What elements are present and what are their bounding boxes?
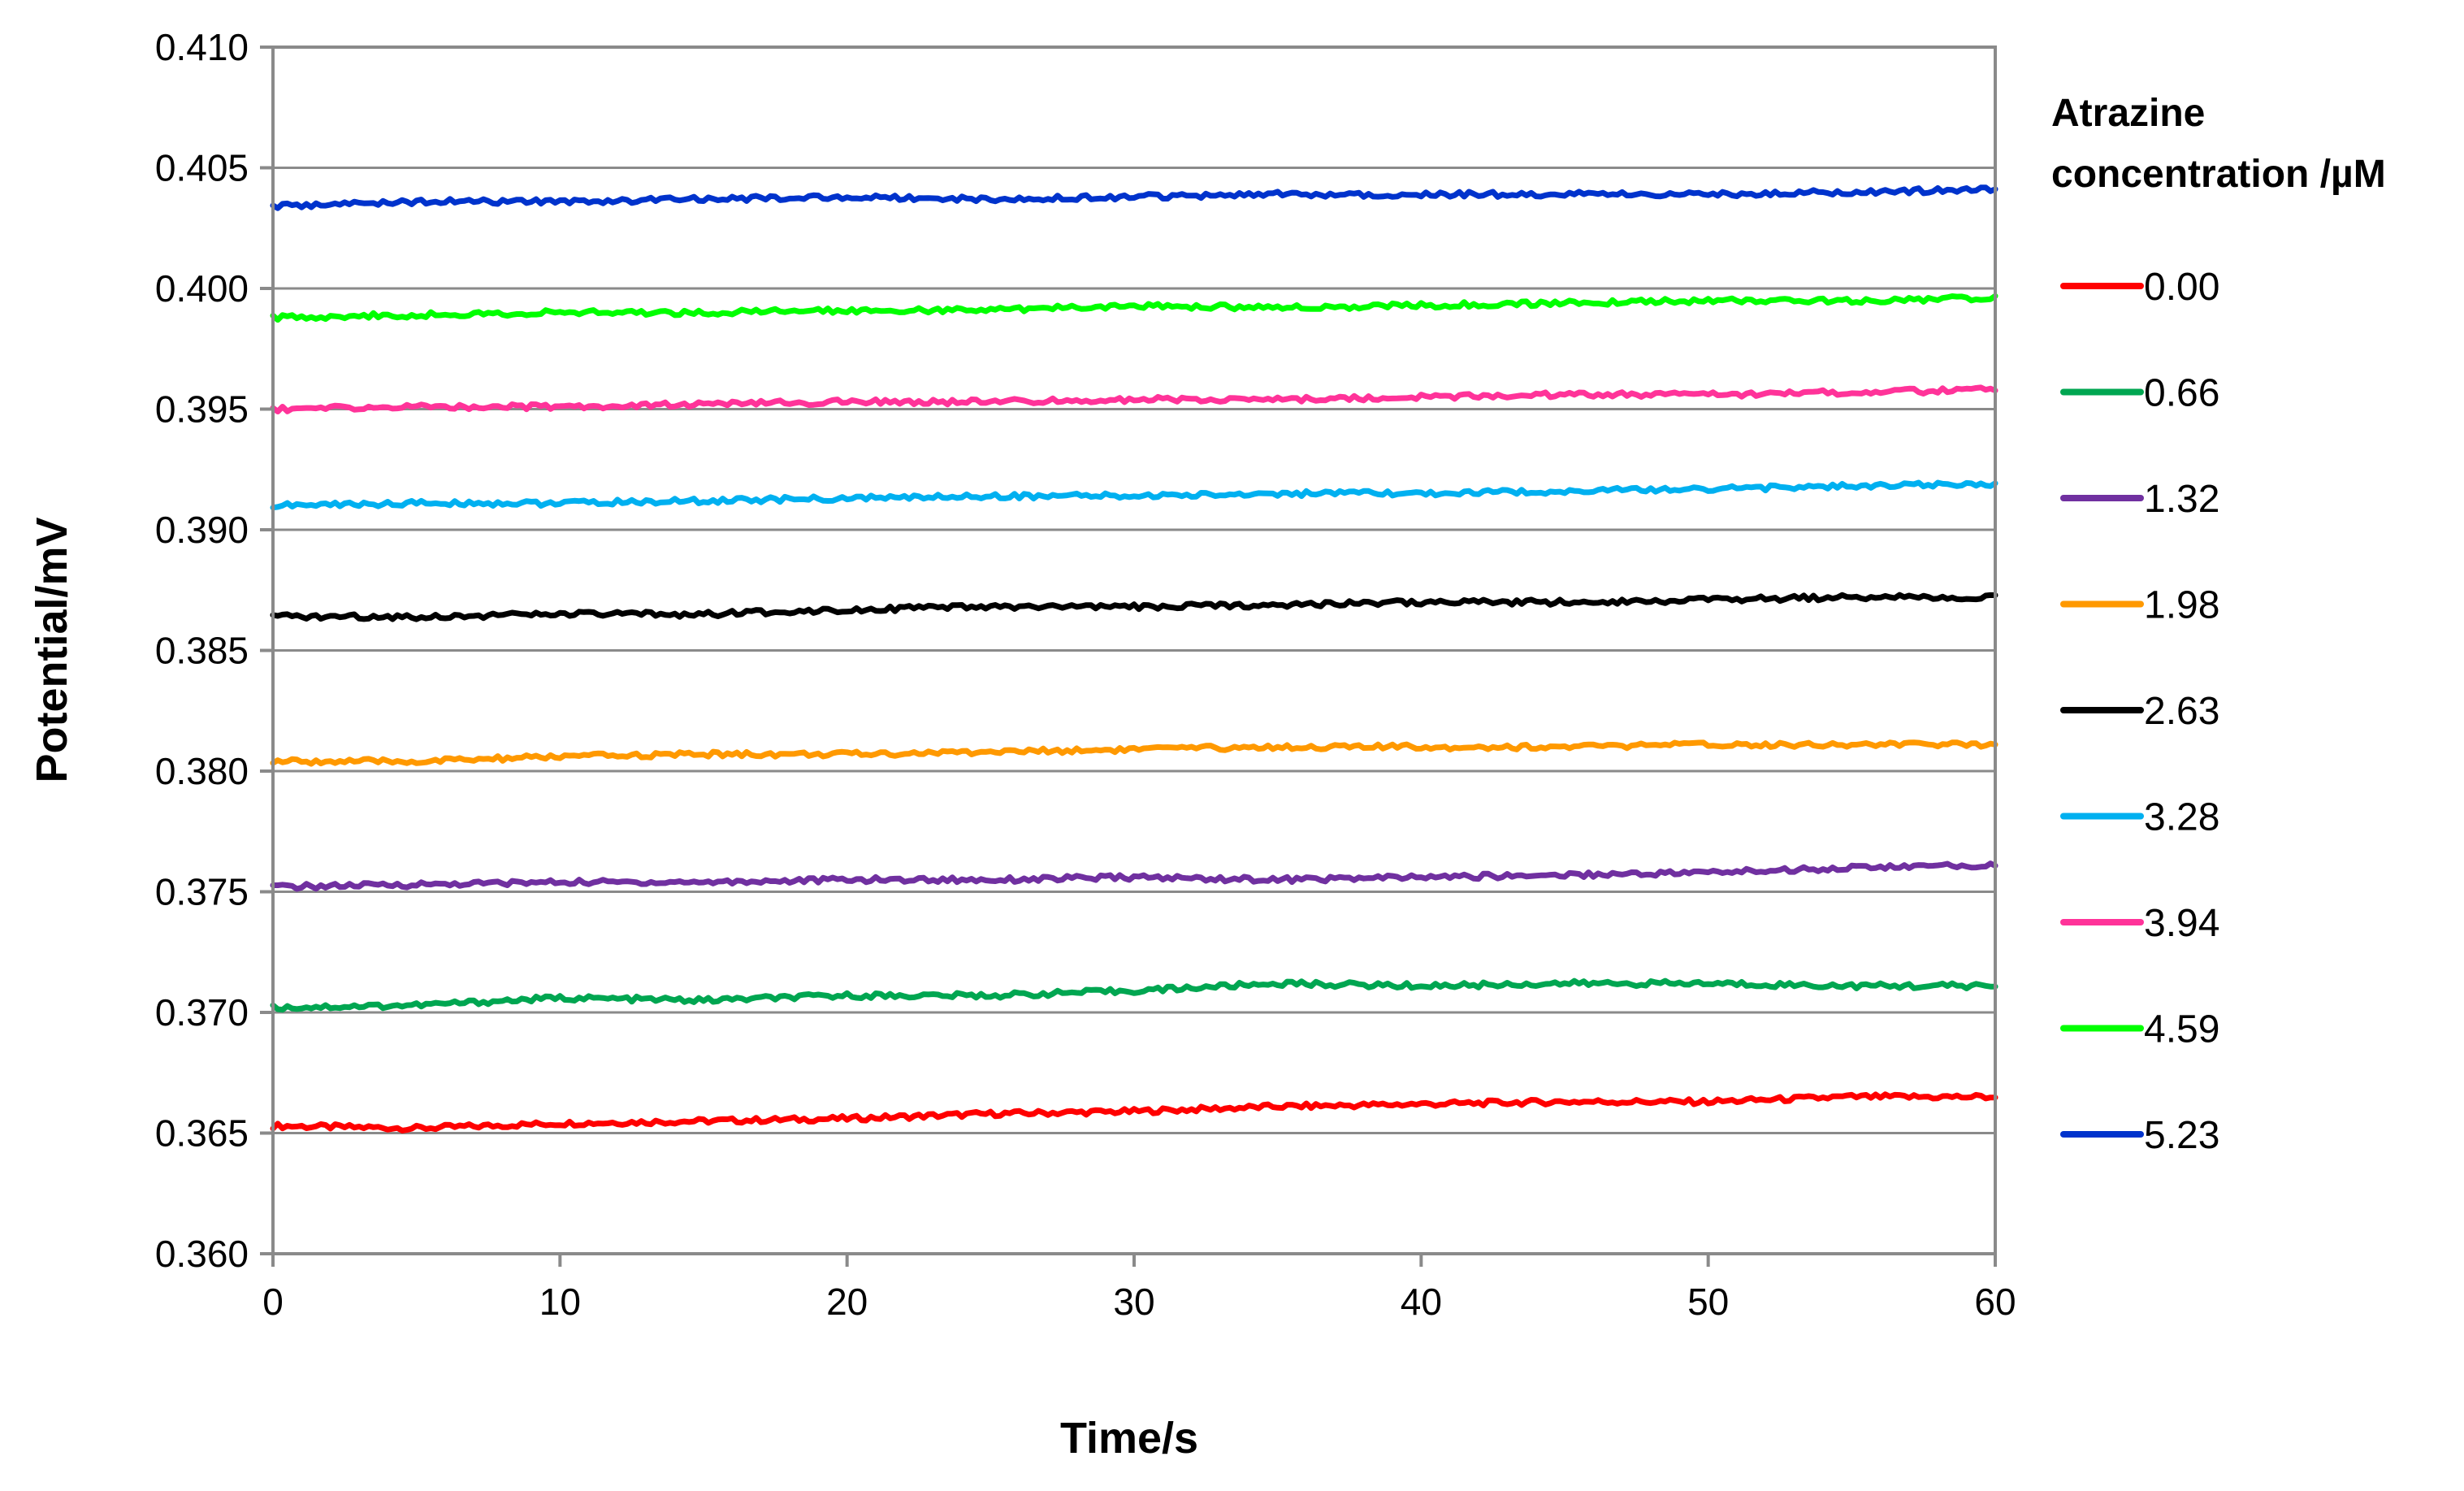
y-tick-label: 0.385 <box>155 630 249 672</box>
series-line-4-59 <box>270 293 1998 323</box>
x-tick-label: 0 <box>262 1281 284 1323</box>
legend-title-line-1: Atrazine <box>2051 92 2205 135</box>
y-tick-label: 0.395 <box>155 388 249 431</box>
legend-label-3-94: 3.94 <box>2144 902 2219 945</box>
y-tick-label: 0.400 <box>155 267 249 310</box>
legend: Atrazine concentration /µM 0.00 0.66 1.32 1… <box>2051 92 2386 1157</box>
y-tick-label: 0.360 <box>155 1233 249 1275</box>
series-line-1-98 <box>270 739 1998 767</box>
legend-label-3-28: 3.28 <box>2144 796 2219 839</box>
y-axis-title: Potential/mV <box>28 517 76 782</box>
y-tick-label: 0.410 <box>155 26 249 68</box>
axes <box>260 46 1997 1267</box>
series-line-0-66 <box>270 977 1998 1013</box>
x-tick-label: 30 <box>1113 1281 1154 1323</box>
series-line-3-28 <box>270 479 1998 511</box>
y-tick-label: 0.405 <box>155 147 249 189</box>
series-line-2-63 <box>270 592 1998 622</box>
y-tick-label: 0.390 <box>155 509 249 551</box>
legend-label-1-98: 1.98 <box>2144 584 2219 627</box>
x-tick-label: 20 <box>826 1281 868 1323</box>
y-tick-label: 0.375 <box>155 871 249 913</box>
x-tick-label: 40 <box>1401 1281 1442 1323</box>
y-tick-label: 0.365 <box>155 1112 249 1155</box>
legend-label-1-32: 1.32 <box>2144 478 2219 521</box>
legend-items: 0.00 0.66 1.32 1.98 2.63 3.28 3.94 4.59 5.23 <box>2060 266 2219 1157</box>
x-tick-label: 50 <box>1687 1281 1729 1323</box>
series-lines <box>270 184 1998 1133</box>
y-tick-label: 0.370 <box>155 991 249 1034</box>
x-tick-labels: 0 10 20 30 40 50 60 <box>262 1281 2016 1323</box>
x-axis-title: Time/s <box>1060 1414 1198 1463</box>
x-tick-label: 60 <box>1974 1281 2016 1323</box>
legend-label-4-59: 4.59 <box>2144 1008 2219 1051</box>
y-tick-label: 0.380 <box>155 750 249 792</box>
series-line-0-00 <box>270 1091 1998 1133</box>
legend-label-0-00: 0.00 <box>2144 266 2219 309</box>
y-tick-labels: 0.360 0.365 0.370 0.375 0.380 0.385 0.390 0.395… <box>155 26 249 1275</box>
legend-label-0-66: 0.66 <box>2144 372 2219 415</box>
x-tick-label: 10 <box>539 1281 581 1323</box>
series-line-1-32 <box>270 860 1998 892</box>
series-line-3-94 <box>270 384 1998 414</box>
legend-title-line-2: concentration /µM <box>2051 153 2386 196</box>
legend-label-2-63: 2.63 <box>2144 690 2219 733</box>
legend-label-5-23: 5.23 <box>2144 1114 2219 1157</box>
series-line-5-23 <box>270 184 1998 211</box>
